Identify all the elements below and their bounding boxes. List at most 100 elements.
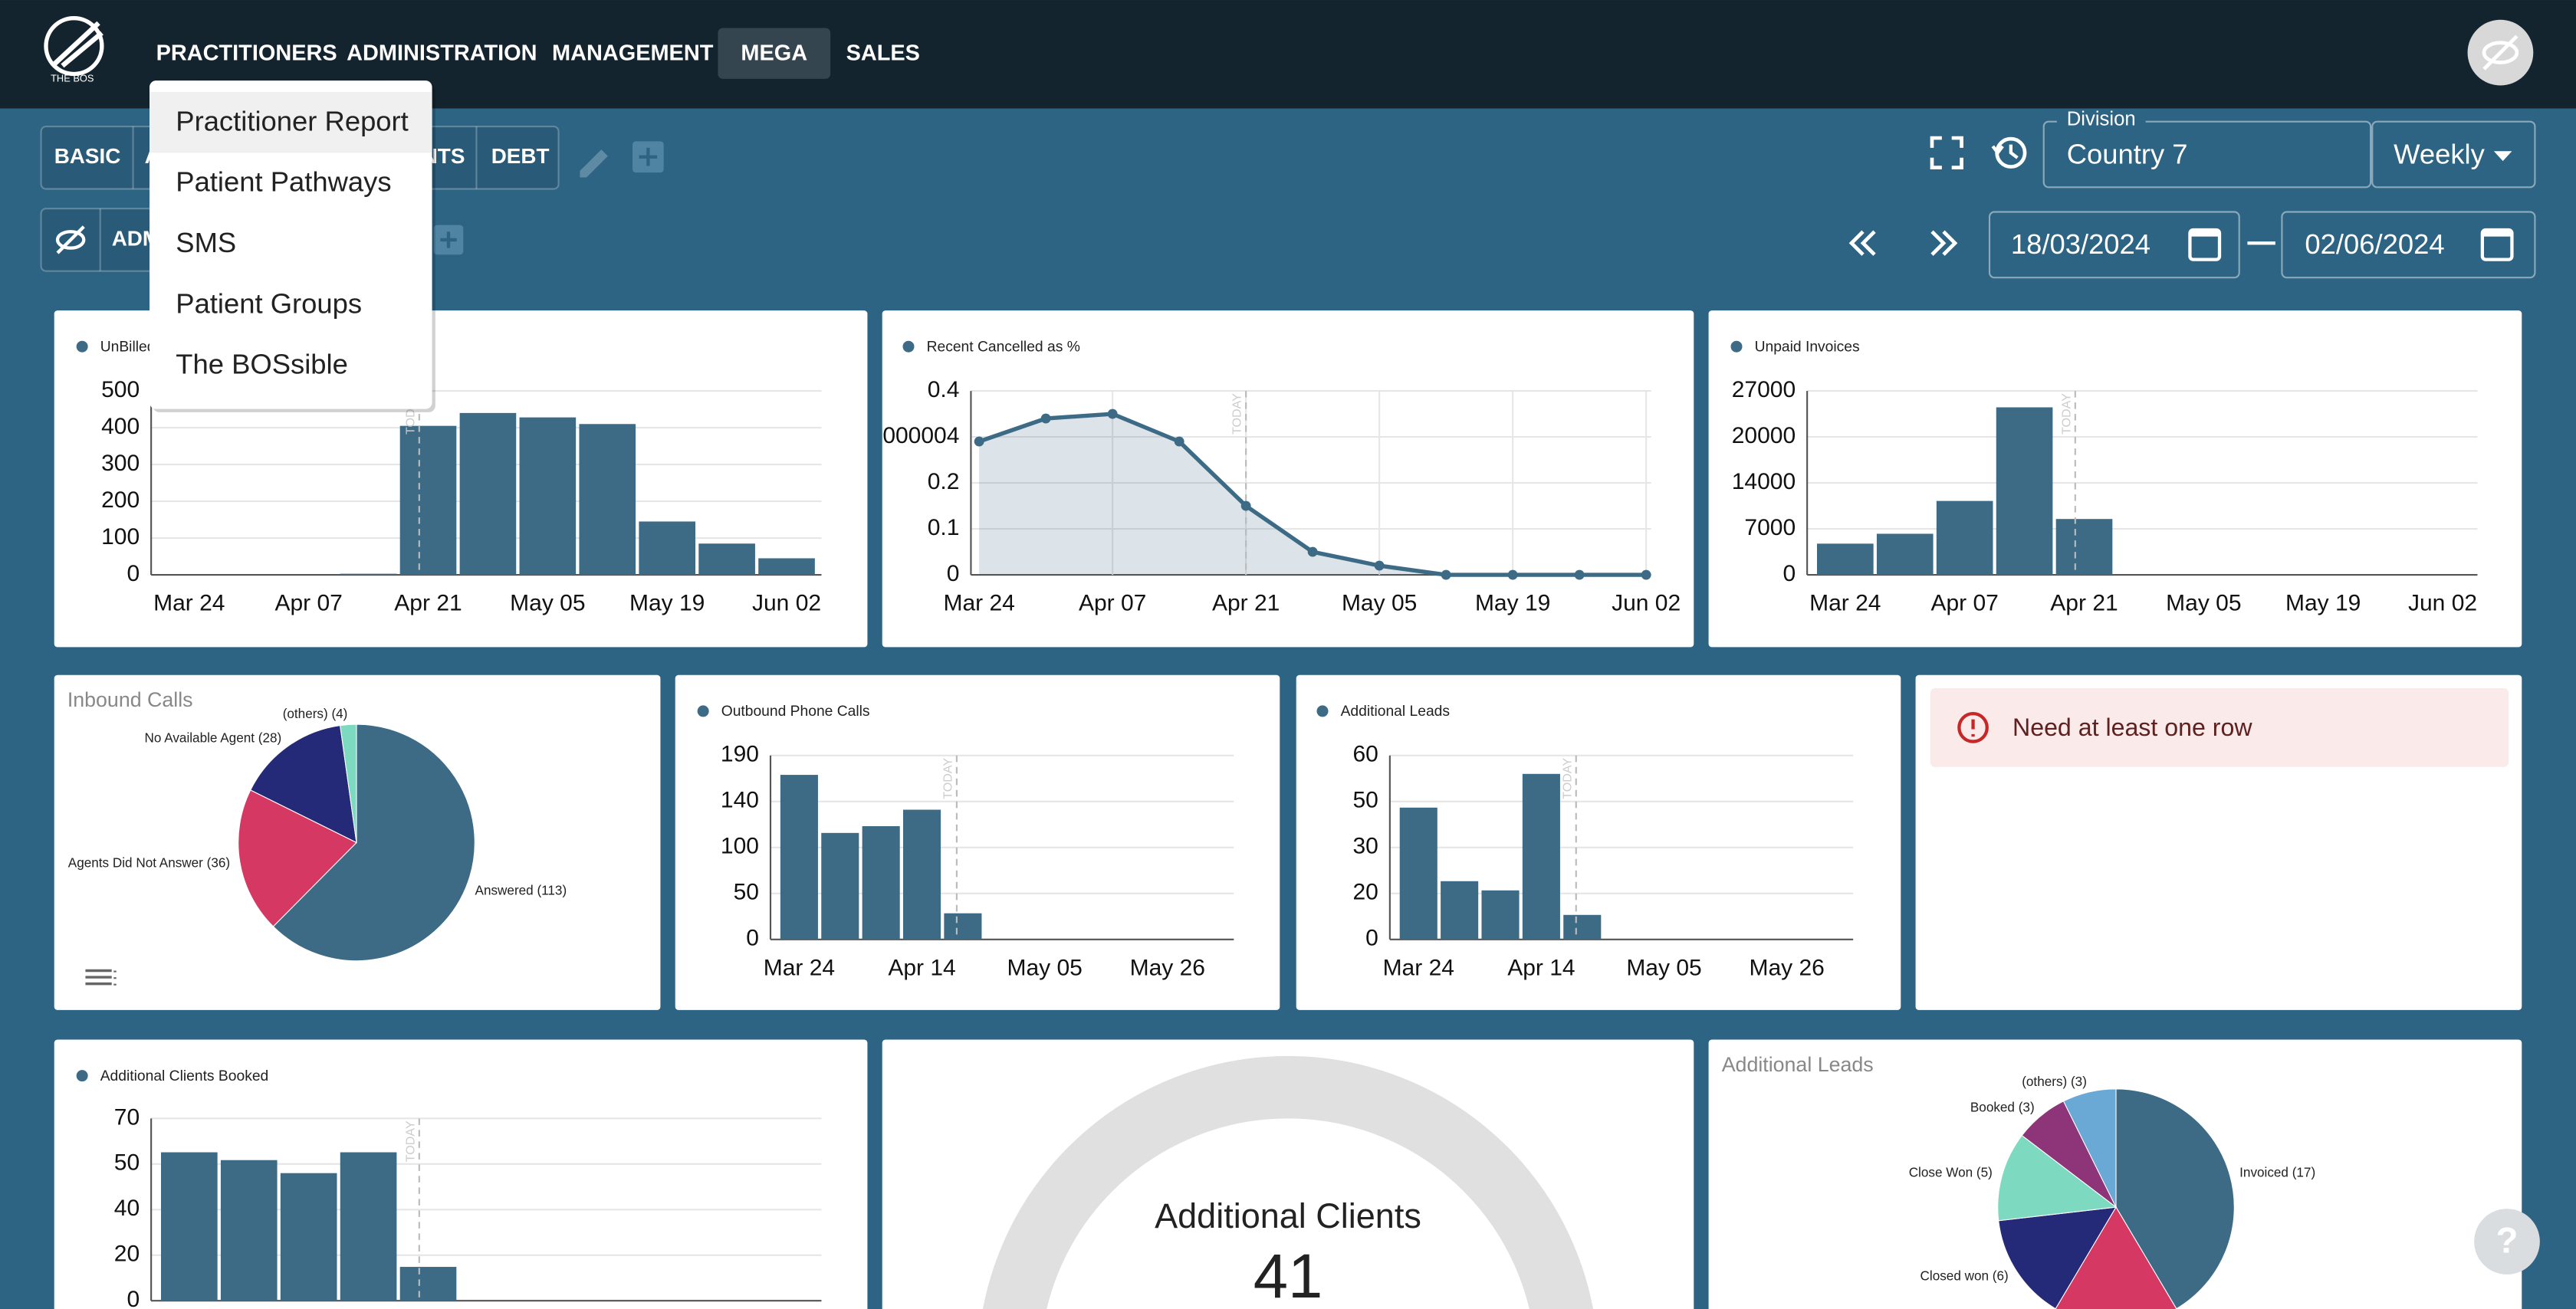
calendar-top (2190, 230, 2220, 237)
y-tick-label: 0 (1365, 926, 1378, 951)
x-tick-label: May 05 (1342, 591, 1417, 616)
fullscreen-icon[interactable] (1930, 136, 1963, 170)
panel-title: Inbound Calls (67, 688, 193, 711)
nav-menu: PRACTITIONERS ADMINISTRATION MANAGEMENT MEG… (156, 28, 920, 79)
y-tick-label: 30 (1352, 834, 1378, 859)
x-tick-label: Jun 02 (2408, 591, 2477, 616)
pie-label: Answered (113) (475, 883, 567, 898)
bar (280, 1173, 337, 1301)
point (1374, 560, 1385, 571)
y-tick-label: 100 (721, 834, 759, 859)
gauge-value: 41 (1254, 1242, 1323, 1309)
x-tick-label: Mar 24 (153, 591, 225, 616)
next-period[interactable] (1930, 230, 1958, 256)
point (1574, 569, 1585, 580)
y-tick-label: 0 (127, 561, 140, 586)
y-tick-label: 14000 (1732, 469, 1796, 494)
y-tick-label: 0.4 (928, 377, 960, 402)
nav-item[interactable]: PRACTITIONERS (156, 41, 337, 65)
y-tick-label: 20 (114, 1242, 140, 1267)
legend-dot (1316, 705, 1329, 717)
gauge-track (983, 1055, 1593, 1309)
pie-slice (1997, 1134, 2118, 1222)
today-label: TODAY (1560, 758, 1574, 799)
alert-text: Need at least one row (2013, 714, 2252, 741)
legend-dot (697, 705, 709, 717)
pie-slice (2062, 1088, 2117, 1208)
point (1040, 413, 1051, 424)
tab[interactable]: DEBT (491, 144, 550, 168)
area (979, 414, 1647, 576)
dropdown-item[interactable]: SMS (176, 227, 236, 258)
pie-slice (2055, 1206, 2177, 1309)
nav-active (718, 28, 831, 79)
bar (780, 775, 818, 940)
nav-item[interactable]: MEGA (741, 41, 807, 65)
visibility-button[interactable] (2467, 19, 2534, 86)
pie-slice (340, 723, 357, 843)
y-tick-label: 500 (101, 377, 140, 402)
nav-item[interactable]: MANAGEMENT (552, 41, 714, 65)
dropdown-item[interactable]: Practitioner Report (176, 105, 409, 136)
point (974, 436, 984, 447)
help-button[interactable] (2474, 1209, 2540, 1275)
nav-item[interactable]: SALES (846, 41, 920, 65)
point (1240, 500, 1251, 511)
prev-period[interactable] (1848, 230, 1876, 256)
nav-item[interactable]: ADMINISTRATION (347, 41, 537, 65)
legend-label: UnBilled (100, 339, 156, 355)
dropdown-menu: Practitioner Report Patient Pathways SMS… (150, 80, 435, 412)
x-tick-label: Apr 21 (394, 591, 462, 616)
y-tick-label: 200 (101, 487, 140, 513)
period-select[interactable] (2371, 120, 2536, 189)
bar (1563, 914, 1602, 940)
pie-label: Closed won (6) (1921, 1268, 2009, 1283)
x-tick-label: May 26 (1130, 955, 1205, 980)
x-tick-label: Apr 21 (2050, 591, 2118, 616)
hide-icon[interactable] (55, 230, 86, 250)
x-tick-label: May 05 (2166, 591, 2241, 616)
pie-label: Invoiced (17) (2239, 1164, 2315, 1179)
date-from-field[interactable] (1988, 211, 2240, 279)
eye-icon (2482, 41, 2519, 64)
tab[interactable]: BASIC (54, 144, 121, 168)
hide-slash (56, 225, 85, 254)
dropdown-item[interactable]: Patient Groups (176, 287, 362, 319)
dropdown-item[interactable]: The BOSsible (176, 349, 348, 380)
bar (399, 1267, 457, 1301)
point (1641, 569, 1651, 580)
dropdown-item[interactable]: Patient Pathways (176, 166, 391, 198)
today-label: TODAY (1230, 393, 1244, 435)
y-tick-label: 20000 (1732, 423, 1796, 448)
pie-label: (others) (4) (283, 706, 348, 721)
bar (821, 832, 859, 940)
edit-icon[interactable] (580, 149, 608, 178)
y-tick-label: 000004 (882, 423, 959, 448)
bar (459, 412, 517, 576)
pie-label: (others) (3) (2022, 1074, 2087, 1089)
point (1507, 569, 1518, 580)
alert-icon (1957, 712, 1989, 743)
add-icon-plus (440, 231, 457, 248)
add-icon-plus (639, 147, 658, 166)
division-field[interactable] (2042, 120, 2372, 189)
legend-toggle[interactable] (85, 969, 117, 986)
bar (519, 417, 577, 576)
logo[interactable]: THE BOS (44, 15, 104, 84)
pie-slice (1998, 1206, 2118, 1309)
help-icon: ? (2496, 1220, 2518, 1261)
x-tick-label: May 19 (2285, 591, 2361, 616)
y-tick-label: 40 (114, 1196, 140, 1221)
legend-label: Outbound Phone Calls (721, 704, 870, 720)
dropdown (150, 80, 432, 409)
pie-label: Booked (3) (1970, 1100, 2035, 1115)
y-tick-label: 20 (1352, 880, 1378, 905)
date-to-field[interactable] (2281, 211, 2536, 279)
bar (2055, 519, 2113, 576)
bar (1876, 533, 1934, 576)
x-tick-label: Apr 07 (1930, 591, 1998, 616)
bar (902, 809, 941, 940)
legend-label: Additional Leads (1341, 704, 1450, 720)
legend-dot (76, 1070, 88, 1082)
